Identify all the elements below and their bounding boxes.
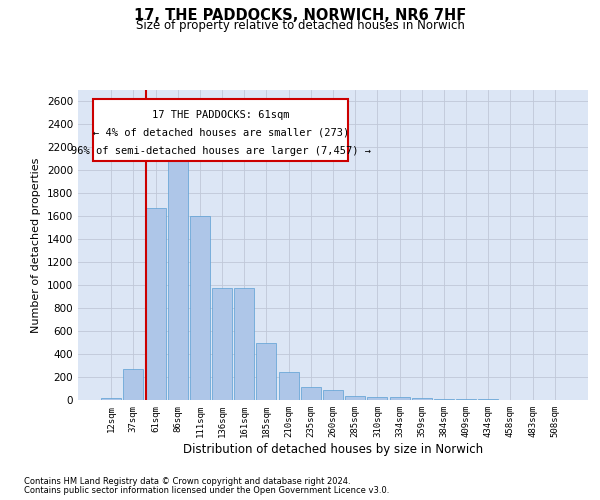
Text: Distribution of detached houses by size in Norwich: Distribution of detached houses by size … [183,442,483,456]
Bar [323,390,343,400]
Bar [190,216,210,400]
Bar [101,398,121,400]
Bar [434,399,454,400]
Text: 96% of semi-detached houses are larger (7,457) →: 96% of semi-detached houses are larger (… [71,146,371,156]
Text: 17, THE PADDOCKS, NORWICH, NR6 7HF: 17, THE PADDOCKS, NORWICH, NR6 7HF [134,8,466,22]
Y-axis label: Number of detached properties: Number of detached properties [31,158,41,332]
FancyBboxPatch shape [94,100,348,162]
Text: ← 4% of detached houses are smaller (273): ← 4% of detached houses are smaller (273… [92,128,349,138]
Text: Contains public sector information licensed under the Open Government Licence v3: Contains public sector information licen… [24,486,389,495]
Bar [234,288,254,400]
Text: Contains HM Land Registry data © Crown copyright and database right 2024.: Contains HM Land Registry data © Crown c… [24,478,350,486]
Bar [412,398,432,400]
Text: 17 THE PADDOCKS: 61sqm: 17 THE PADDOCKS: 61sqm [152,110,290,120]
Bar [389,398,410,400]
Bar [278,372,299,400]
Bar [146,208,166,400]
Bar [301,387,321,400]
Text: Size of property relative to detached houses in Norwich: Size of property relative to detached ho… [136,18,464,32]
Bar [367,396,388,400]
Bar [168,153,188,400]
Bar [124,369,143,400]
Bar [212,288,232,400]
Bar [345,396,365,400]
Bar [256,342,277,400]
Bar [456,399,476,400]
